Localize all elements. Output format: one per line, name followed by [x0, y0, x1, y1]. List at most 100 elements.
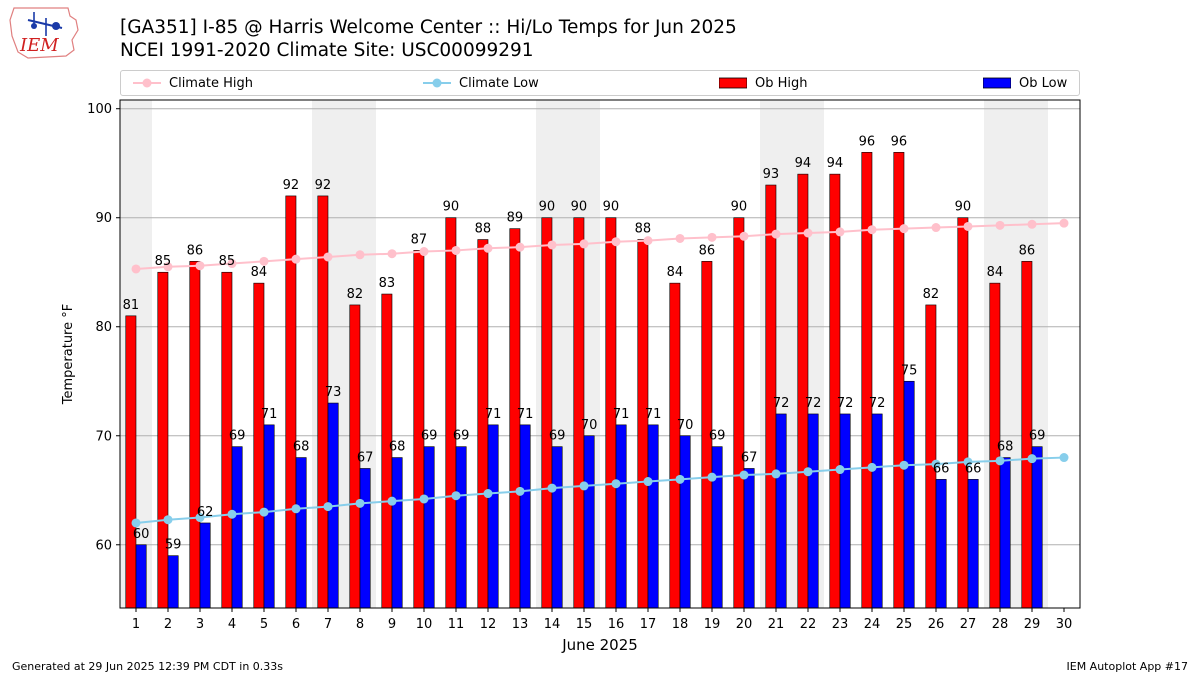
climate-high-point-4 [227, 259, 237, 269]
climate-low-point-13 [515, 486, 525, 496]
climate-low-point-7 [323, 502, 333, 512]
climate-high-point-30 [1059, 218, 1069, 228]
ob-low-bar-9 [391, 457, 403, 609]
climate-high-point-16 [611, 237, 621, 247]
climate-low-point-24 [867, 462, 877, 472]
climate-high-point-23 [835, 227, 845, 237]
ob-low-label-6: 68 [293, 440, 310, 455]
ob-low-label-5: 71 [261, 407, 278, 422]
climate-high-point-10 [419, 247, 429, 257]
climate-low-point-16 [611, 479, 621, 489]
climate-high-point-3 [195, 261, 205, 271]
footer-app: IEM Autoplot App #17 [1066, 660, 1189, 673]
ob-low-bar-12 [487, 424, 499, 609]
ob-high-bar-27 [957, 217, 969, 609]
ob-low-bar-17 [647, 424, 659, 609]
climate-low-point-10 [419, 494, 429, 504]
ob-high-label-14: 90 [539, 200, 556, 215]
climate-low-point-3 [195, 513, 205, 523]
gridlines [120, 108, 1080, 546]
ob-high-label-17: 88 [635, 222, 652, 237]
x-tick-label-14: 14 [544, 617, 561, 632]
ob-high-bar-25 [893, 152, 905, 609]
ob-low-label-21: 72 [773, 396, 790, 411]
x-tick-label-26: 26 [928, 617, 945, 632]
ob-high-label-21: 93 [763, 167, 780, 182]
ob-high-bar-2 [157, 271, 169, 609]
weekend-shading [120, 100, 1048, 608]
legend: Climate High Climate Low Ob High Ob Low [120, 70, 1080, 96]
ob-low-label-19: 69 [709, 429, 726, 444]
climate-low-point-29 [1027, 454, 1037, 464]
ob-low-bar-14 [551, 446, 563, 609]
climate-high-point-27 [963, 221, 973, 231]
plot-frame [119, 99, 1081, 609]
climate-high-point-25 [899, 224, 909, 234]
ob-high-bar-20 [733, 217, 745, 609]
legend-label-ob-low: Ob Low [1019, 75, 1068, 91]
ob-low-bar-16 [615, 424, 627, 609]
ob-high-bar-3 [189, 261, 201, 609]
ob-high-label-15: 90 [571, 200, 588, 215]
ob-low-label-24: 72 [869, 396, 886, 411]
ob-low-bar-24 [871, 413, 883, 609]
ob-low-label-9: 68 [389, 440, 406, 455]
ob-low-label-26: 66 [933, 461, 950, 476]
ob-low-bar-25 [903, 380, 915, 609]
ob-low-bar-6 [295, 457, 307, 609]
x-tick-label-15: 15 [576, 617, 593, 632]
ob-low-label-16: 71 [613, 407, 630, 422]
ob-low-bar-4 [231, 446, 243, 609]
climate-high-point-12 [483, 243, 493, 253]
climate-high-point-14 [547, 240, 557, 250]
ob-high-label-11: 90 [443, 200, 460, 215]
ob-low-label-22: 72 [805, 396, 822, 411]
x-tick-label-2: 2 [164, 617, 172, 632]
ob-high-bar-11 [445, 217, 457, 609]
ob-high-label-22: 94 [795, 156, 812, 171]
climate-low-point-14 [547, 483, 557, 493]
ob-high-label-20: 90 [731, 200, 748, 215]
ob-high-label-19: 86 [699, 243, 716, 258]
x-tick-label-13: 13 [512, 617, 529, 632]
ob-low-bar-19 [711, 446, 723, 609]
ob-low-bar-23 [839, 413, 851, 609]
ob-high-label-24: 96 [859, 134, 876, 149]
climate-high-point-8 [355, 250, 365, 260]
ob-high-label-29: 86 [1019, 243, 1036, 258]
x-tick-label-20: 20 [736, 617, 753, 632]
climate-low-point-9 [387, 496, 397, 506]
ob-high-label-18: 84 [667, 265, 684, 280]
ob-low-label-27: 66 [965, 461, 982, 476]
x-axis-label: June 2025 [561, 636, 638, 654]
climate-high-point-5 [259, 256, 269, 266]
ob-low-bar-15 [583, 435, 595, 609]
climate-high-point-21 [771, 229, 781, 239]
y-tick-label-80: 80 [95, 320, 112, 335]
ob-high-label-12: 88 [475, 222, 492, 237]
ob-low-bar-3 [199, 522, 211, 609]
climate-low-point-26 [931, 459, 941, 469]
ob-low-label-25: 75 [901, 363, 918, 378]
ob-high-label-4: 85 [219, 254, 236, 269]
x-tick-label-30: 30 [1056, 617, 1073, 632]
ob-high-label-7: 92 [315, 178, 332, 193]
ob-high-bar-15 [573, 217, 585, 609]
climate-low-point-25 [899, 460, 909, 470]
climate-high-point-19 [707, 232, 717, 242]
x-tick-label-3: 3 [196, 617, 204, 632]
climate-high-point-29 [1027, 219, 1037, 229]
x-tick-label-4: 4 [228, 617, 236, 632]
legend-label-climate-low: Climate Low [459, 75, 539, 91]
climate-low-point-11 [451, 491, 461, 501]
x-tick-label-22: 22 [800, 617, 817, 632]
y-tick-label-70: 70 [95, 429, 112, 444]
climate-high-point-24 [867, 225, 877, 235]
ob-low-bar-8 [359, 468, 371, 609]
ob-high-label-8: 82 [347, 287, 364, 302]
ob-low-bar-13 [519, 424, 531, 609]
ob-low-label-15: 70 [581, 418, 598, 433]
x-tick-label-1: 1 [132, 617, 140, 632]
climate-low-point-17 [643, 477, 653, 487]
